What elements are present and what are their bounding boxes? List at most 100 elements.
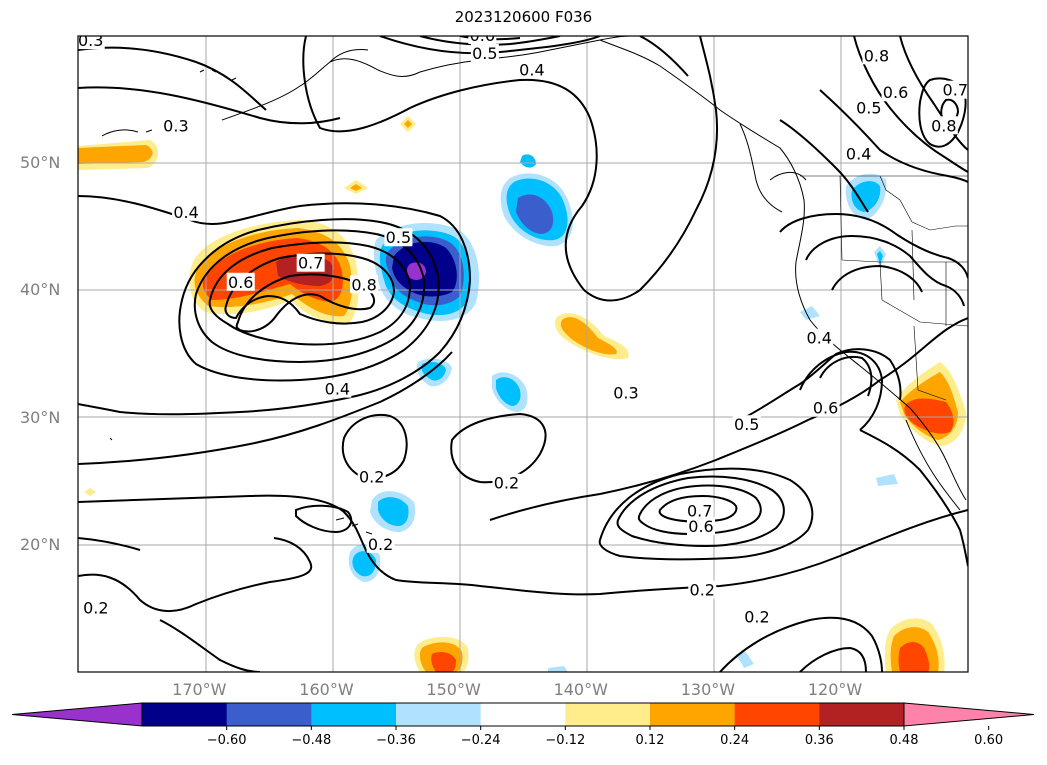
contour-label: 0.4 [844, 144, 873, 163]
contour-label: 0.7 [296, 254, 325, 273]
negative-anomaly-region [407, 262, 426, 280]
svg-text:0.8: 0.8 [931, 116, 956, 135]
positive-anomaly-region [560, 317, 617, 355]
map-title: 2023120600 F036 [454, 8, 593, 26]
contour-label: 0.6 [226, 272, 255, 292]
colorbar-tick-label: −0.60 [206, 733, 247, 748]
positive-anomaly-region [350, 184, 362, 191]
colorbar-tick-label: 0.36 [804, 733, 834, 748]
svg-text:0.3: 0.3 [163, 116, 188, 135]
negative-anomaly-region [736, 652, 754, 668]
contour-label: 0.4 [805, 328, 834, 348]
svg-text:0.7: 0.7 [943, 81, 968, 100]
lat-label: 50°N [20, 153, 61, 173]
svg-text:0.6: 0.6 [883, 83, 908, 102]
negative-anomaly-region [877, 251, 883, 264]
lat-label: 40°N [20, 280, 61, 300]
svg-text:0.2: 0.2 [359, 467, 384, 486]
svg-text:0.5: 0.5 [472, 44, 497, 63]
svg-text:0.6: 0.6 [470, 26, 495, 45]
contour-label: 0.5 [732, 415, 761, 434]
negative-anomaly-region [496, 377, 521, 406]
colorbar-segment [311, 703, 397, 726]
contour-label: 0.5 [470, 43, 499, 63]
svg-text:0.5: 0.5 [386, 228, 411, 247]
colorbar-segment [226, 703, 312, 726]
svg-text:0.2: 0.2 [494, 474, 519, 493]
positive-anomaly-region [904, 398, 954, 434]
svg-text:0.5: 0.5 [856, 99, 881, 118]
positive-anomaly-region [898, 642, 930, 672]
contour-label: 0.2 [366, 534, 395, 554]
svg-text:0.8: 0.8 [351, 275, 376, 294]
colorbar-tick-label: 0.60 [974, 733, 1004, 748]
contour-label: 0.6 [811, 398, 840, 418]
negative-anomaly-region [421, 362, 446, 381]
coastlines [101, 36, 967, 545]
colorbar-tick-label: 0.12 [635, 733, 665, 748]
svg-text:0.4: 0.4 [807, 329, 832, 348]
svg-text:0.3: 0.3 [78, 31, 103, 50]
contour-label: 0.4 [172, 202, 201, 222]
colorbar-tick-label: −0.36 [376, 733, 416, 748]
map-frame [77, 35, 969, 673]
svg-text:0.5: 0.5 [734, 415, 759, 434]
contour-label: 0.4 [517, 60, 546, 79]
svg-text:0.8: 0.8 [864, 46, 889, 65]
contour-label: 0.2 [492, 473, 521, 493]
contour-label: 0.8 [929, 116, 958, 135]
colorbar [11, 702, 1035, 730]
lon-label: 130°W [680, 680, 736, 699]
contour-label: 0.8 [350, 275, 379, 294]
svg-text:0.3: 0.3 [613, 383, 638, 402]
positive-anomaly-region [404, 120, 412, 128]
map-background [78, 36, 968, 672]
contour-label: 0.2 [742, 607, 771, 626]
negative-anomaly-region [516, 194, 554, 234]
svg-text:0.6: 0.6 [813, 399, 838, 418]
svg-text:0.4: 0.4 [519, 60, 544, 79]
contour-label: 0.3 [161, 116, 190, 135]
colorbar-tick-label: −0.48 [291, 733, 332, 748]
positive-anomaly-region [431, 652, 456, 672]
contour-label: 0.5 [854, 98, 883, 118]
negative-anomaly-region [851, 181, 881, 212]
contour-label: 0.6 [468, 26, 497, 45]
svg-text:0.6: 0.6 [228, 273, 253, 292]
contour-label: 0.2 [357, 467, 386, 486]
negative-anomaly-region [876, 474, 898, 486]
colorbar-tick-label: −0.12 [545, 733, 586, 748]
lat-label: 30°N [20, 407, 61, 427]
contour-label: 0.3 [611, 383, 640, 402]
colorbar-segment [650, 703, 736, 726]
colorbar-segment [819, 703, 905, 726]
contour-label: 0.7 [941, 80, 968, 100]
negative-anomaly-region [520, 154, 536, 168]
colorbar-segment [396, 703, 482, 726]
contour-label: 0.4 [323, 379, 352, 399]
colorbar-tick-label: −0.24 [460, 733, 501, 748]
colorbar-segment [480, 703, 566, 726]
contour-labels: 0.3 0.60.50.40.30.40.50.70.6 0.80.40.2 0.20… [78, 26, 968, 626]
contour-label: 0.2 [81, 598, 110, 617]
colorbar-tick-label: 0.24 [720, 733, 750, 748]
positive-anomaly-region [78, 145, 153, 164]
contour-label: 0.8 [862, 46, 891, 65]
contour-label: 0.3 [78, 31, 105, 50]
svg-text:0.6: 0.6 [688, 517, 713, 536]
contour-label: 0.5 [384, 228, 413, 247]
shaded-fields [78, 116, 966, 672]
negative-anomaly-region [378, 497, 409, 526]
svg-text:0.7: 0.7 [687, 502, 712, 521]
svg-text:0.4: 0.4 [325, 380, 350, 399]
contour-label: 0.7 [685, 501, 714, 521]
negative-anomaly-region [548, 666, 568, 672]
svg-text:0.2: 0.2 [83, 598, 108, 617]
colorbar-segment [734, 703, 820, 726]
colorbar-tick-label: 0.48 [889, 733, 919, 748]
colorbar-segment [565, 703, 651, 726]
contour-label: 0.2 [688, 580, 717, 600]
colorbar-extend-min [11, 702, 143, 727]
colorbar-extend-max [903, 702, 1035, 727]
